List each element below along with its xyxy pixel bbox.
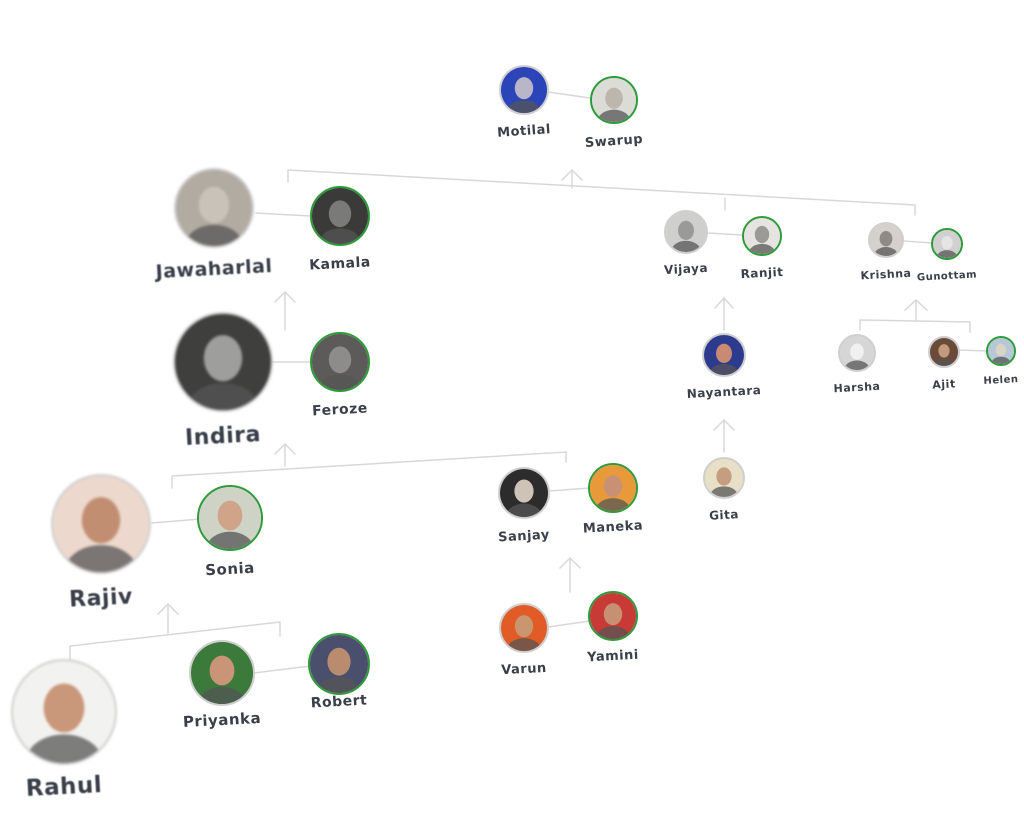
person-name-kamala: Kamala: [308, 254, 372, 274]
avatar-photo: [191, 642, 253, 704]
person-name-maneka: Maneka: [582, 518, 644, 537]
person-node-indira[interactable]: [173, 312, 273, 412]
person-node-varun[interactable]: [499, 603, 549, 653]
person-node-harsha[interactable]: [838, 334, 876, 372]
person-node-sonia[interactable]: [197, 485, 263, 551]
person-name-rajiv: Rajiv: [68, 584, 134, 613]
person-node-rahul[interactable]: [11, 659, 117, 765]
avatar-photo: [310, 635, 368, 693]
person-name-helen: Helen: [983, 374, 1019, 387]
avatar-photo: [199, 487, 261, 549]
person-name-sanjay: Sanjay: [497, 527, 551, 546]
person-node-gunottam[interactable]: [931, 228, 963, 260]
person-name-sonia: Sonia: [204, 558, 256, 580]
person-node-helen[interactable]: [986, 336, 1016, 366]
person-node-motilal[interactable]: [499, 65, 549, 115]
avatar-photo: [744, 218, 780, 254]
avatar-photo: [501, 605, 547, 651]
avatar-photo: [590, 593, 636, 639]
avatar-photo: [704, 335, 744, 375]
avatar-photo: [176, 170, 252, 246]
avatar-photo: [666, 212, 706, 252]
person-node-yamini[interactable]: [588, 591, 638, 641]
person-node-robert[interactable]: [308, 633, 370, 695]
person-name-harsha: Harsha: [833, 379, 881, 396]
person-node-jawaharlal[interactable]: [174, 168, 254, 248]
person-name-ajit: Ajit: [932, 377, 956, 392]
person-name-krishna: Krishna: [860, 266, 912, 283]
person-node-swarup[interactable]: [590, 76, 638, 124]
avatar-photo: [500, 469, 548, 517]
avatar-photo: [13, 661, 115, 763]
avatar-photo: [592, 78, 636, 122]
avatar-photo: [988, 338, 1014, 364]
person-name-varun: Varun: [500, 660, 548, 679]
person-name-rahul: Rahul: [25, 772, 103, 802]
avatar-photo: [53, 476, 149, 572]
person-name-robert: Robert: [310, 692, 368, 712]
person-node-sanjay[interactable]: [498, 467, 550, 519]
person-name-gita: Gita: [708, 507, 740, 523]
person-name-yamini: Yamini: [586, 647, 640, 666]
avatar-photo: [590, 465, 636, 511]
person-node-nayantara[interactable]: [702, 333, 746, 377]
person-name-ranjit: Ranjit: [740, 264, 784, 282]
person-node-ranjit[interactable]: [742, 216, 782, 256]
avatar-photo: [312, 188, 368, 244]
person-node-priyanka[interactable]: [189, 640, 255, 706]
avatar-photo: [705, 459, 743, 497]
avatar-photo: [175, 314, 271, 410]
person-node-maneka[interactable]: [588, 463, 638, 513]
person-name-vijaya: Vijaya: [663, 260, 709, 278]
person-node-gita[interactable]: [703, 457, 745, 499]
avatar-photo: [501, 67, 547, 113]
person-node-feroze[interactable]: [310, 332, 370, 392]
person-node-rajiv[interactable]: [51, 474, 151, 574]
person-name-feroze: Feroze: [311, 400, 369, 420]
person-node-krishna[interactable]: [868, 222, 904, 258]
person-name-indira: Indira: [184, 422, 262, 451]
avatar-photo: [840, 336, 874, 370]
avatar-photo: [930, 338, 958, 366]
person-node-ajit[interactable]: [928, 336, 960, 368]
avatar-photo: [312, 334, 368, 390]
person-node-vijaya[interactable]: [664, 210, 708, 254]
avatar-photo: [933, 230, 961, 258]
person-node-kamala[interactable]: [310, 186, 370, 246]
avatar-photo: [870, 224, 902, 256]
